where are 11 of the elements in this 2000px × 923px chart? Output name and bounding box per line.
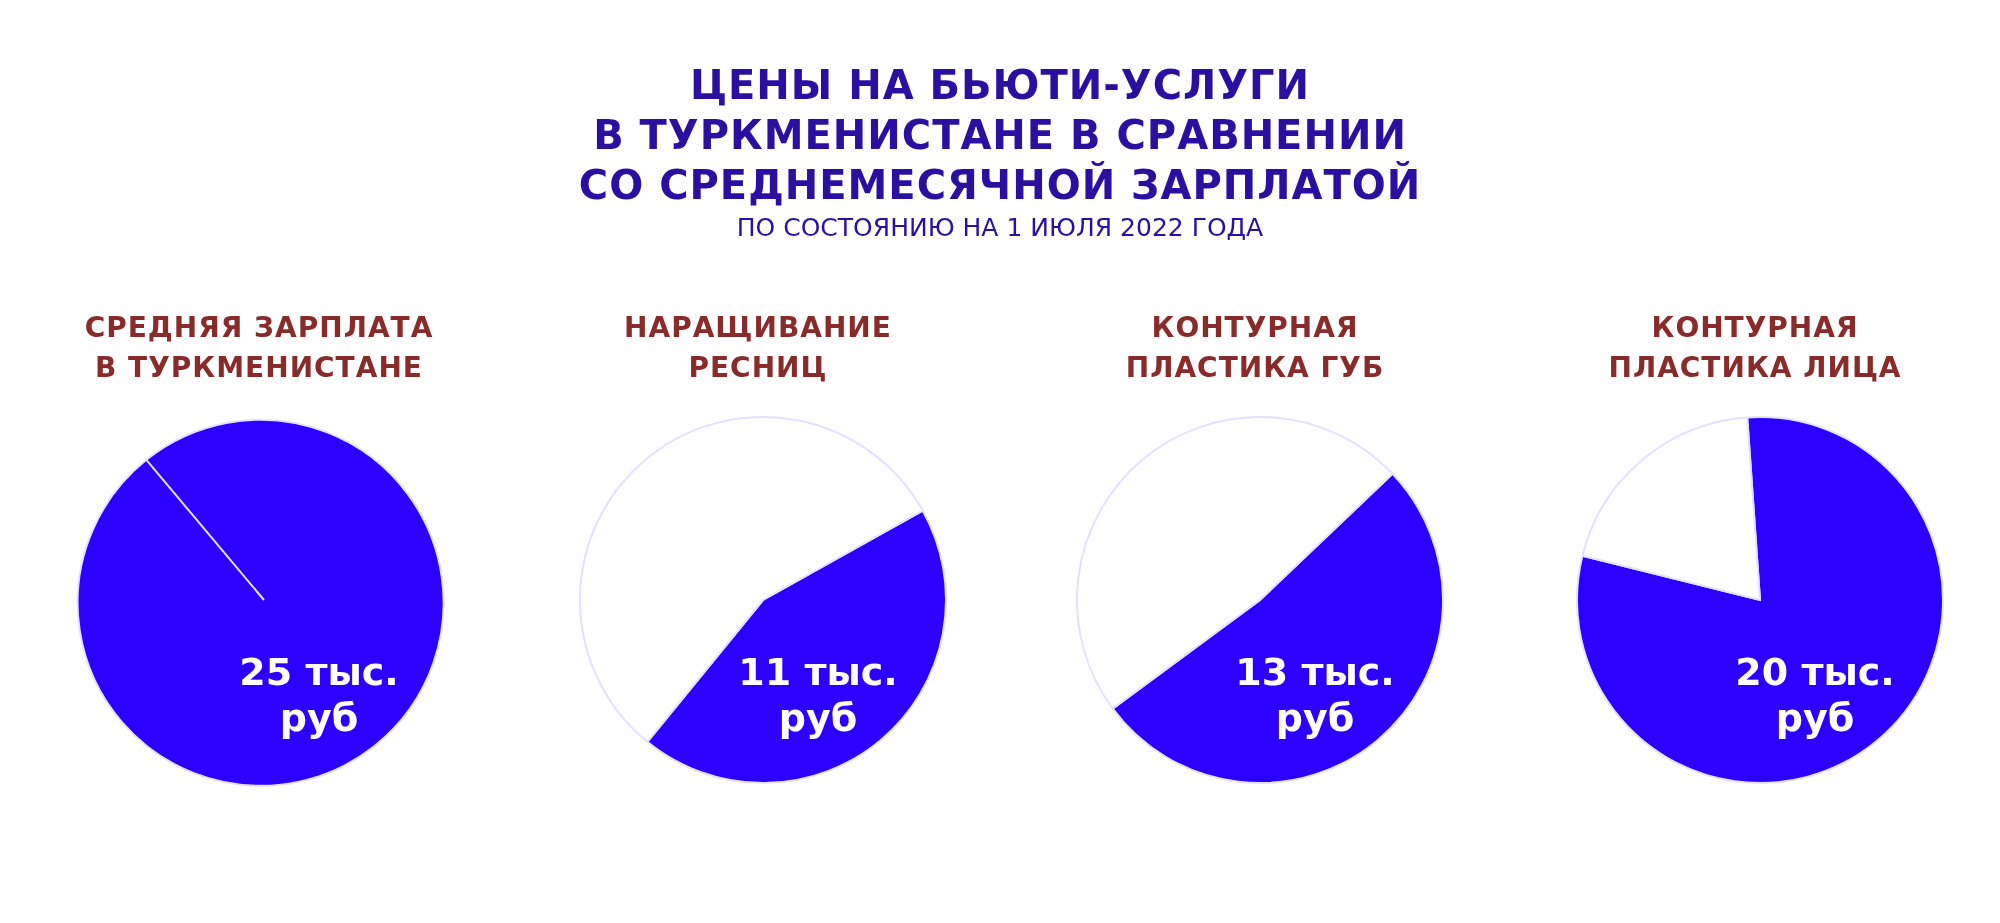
- chart-title: КОНТУРНАЯ ПЛАСТИКА ГУБ: [1124, 310, 1386, 386]
- chart-title: КОНТУРНАЯ ПЛАСТИКА ЛИЦА: [1607, 310, 1903, 386]
- data-label: 20 тыс. руб: [1735, 650, 1895, 740]
- data-label: 25 тыс. руб: [239, 650, 399, 740]
- data-label: 13 тыс. руб: [1235, 650, 1395, 740]
- chart-title: СРЕДНЯЯ ЗАРПЛАТА В ТУРКМЕНИСТАНЕ: [83, 310, 435, 386]
- data-label: 11 тыс. руб: [738, 650, 898, 740]
- pie-slice: [1576, 416, 1944, 784]
- chart-title: НАРАЩИВАНИЕ РЕСНИЦ: [623, 310, 893, 386]
- text: ЦЕНЫ НА БЬЮТИ-УСЛУГИ В ТУРКМЕНИСТАНЕ В СРАВНЕНИИ СО СРЕДНЕМЕСЯЧНОЙ ЗАРПЛАТОЙ: [577, 61, 1423, 210]
- text: ПО СОСТОЯНИЮ НА 1 ИЮЛЯ 2022 ГОДА: [735, 213, 1265, 242]
